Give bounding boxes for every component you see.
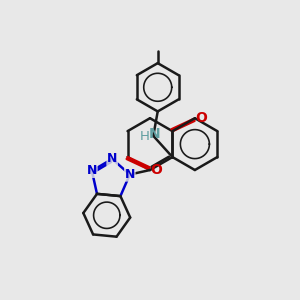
Text: O: O bbox=[195, 112, 207, 125]
Text: H: H bbox=[140, 130, 150, 143]
Text: N: N bbox=[124, 168, 135, 181]
Text: O: O bbox=[150, 163, 162, 177]
Text: N: N bbox=[107, 152, 117, 165]
Text: N: N bbox=[87, 164, 97, 177]
Text: N: N bbox=[149, 128, 160, 141]
